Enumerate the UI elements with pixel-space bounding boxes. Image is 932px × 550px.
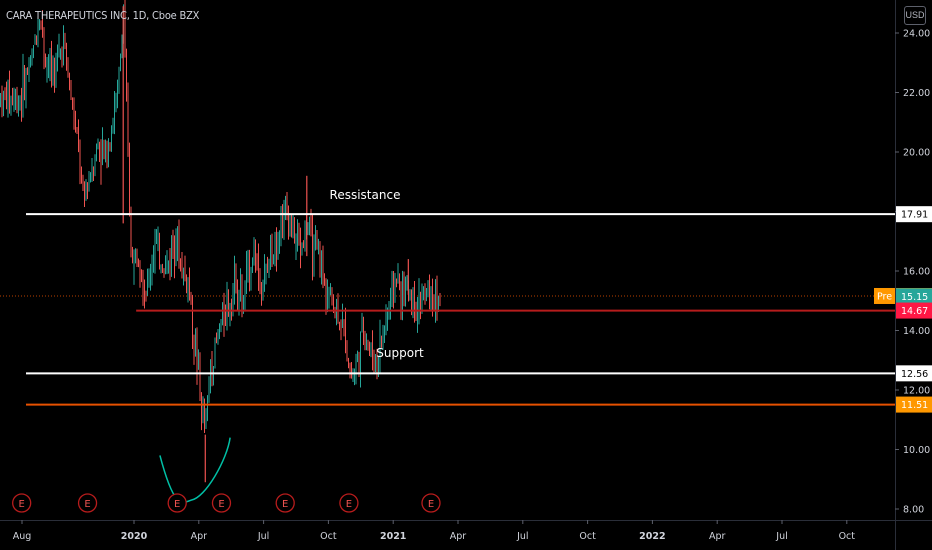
earnings-marker-icon	[167, 493, 187, 513]
earnings-marker-label: E	[84, 499, 90, 510]
earnings-marker-label: E	[174, 499, 180, 510]
time-tick-label: Oct	[839, 531, 856, 542]
price-tick-label: 20.00	[903, 148, 930, 159]
resistance-label: Ressistance	[330, 188, 401, 202]
price-label-text: 17.91	[901, 210, 928, 221]
time-tick-label: Oct	[320, 531, 337, 542]
earnings-marker-icon	[421, 493, 441, 513]
earnings-marker-label: E	[19, 499, 25, 510]
support-label: Support	[376, 346, 424, 360]
price-tick-label: 24.00	[903, 29, 930, 40]
currency-button[interactable]: USD	[904, 6, 926, 25]
time-tick-label: Apr	[709, 531, 726, 542]
price-label-text: 12.56	[901, 369, 928, 380]
earnings-marker-icon	[211, 493, 232, 513]
time-tick-label: Apr	[450, 531, 467, 542]
price-tick-label: 14.00	[903, 326, 930, 337]
price-tick-label: 22.00	[903, 88, 930, 99]
earnings-marker-label: E	[282, 499, 288, 510]
price-label-white	[896, 365, 932, 382]
cup-arc-drawing	[159, 437, 231, 503]
time-tick-label: 2021	[380, 531, 406, 542]
price-label-text: 14.67	[901, 306, 928, 317]
time-tick-label: Oct	[579, 531, 596, 542]
price-label-text: 15.15	[901, 292, 928, 303]
earnings-marker-label: E	[218, 499, 224, 510]
pre-market-badge-label: Pre	[877, 291, 892, 302]
pre-market-badge	[874, 287, 895, 304]
price-label-red	[896, 302, 932, 319]
chart-title: CARA THERAPEUTICS INC, 1D, Cboe BZX	[6, 9, 200, 22]
price-label-teal	[896, 288, 932, 305]
time-tick-label: Aug	[13, 531, 32, 542]
price-tick-label: 12.00	[903, 386, 930, 397]
price-label-white	[896, 206, 932, 223]
price-tick-label: 16.00	[903, 267, 930, 278]
time-tick-label: Jul	[775, 531, 787, 542]
price-tick-label: 10.00	[903, 445, 930, 456]
price-tick-label: 8.00	[903, 505, 924, 516]
time-tick-label: Apr	[191, 531, 208, 542]
earnings-marker-label: E	[346, 499, 352, 510]
earnings-marker-icon	[339, 493, 359, 513]
earnings-marker-icon	[275, 493, 295, 513]
earnings-marker-label: E	[428, 499, 434, 510]
time-tick-label: 2020	[121, 531, 148, 542]
time-tick-label: 2022	[639, 531, 665, 542]
price-label-text: 11.51	[901, 400, 928, 411]
earnings-marker-icon	[12, 493, 32, 513]
earnings-marker-icon	[77, 493, 98, 513]
time-tick-label: Jul	[516, 531, 528, 542]
price-label-orange	[896, 396, 932, 413]
time-tick-label: Jul	[257, 531, 269, 542]
